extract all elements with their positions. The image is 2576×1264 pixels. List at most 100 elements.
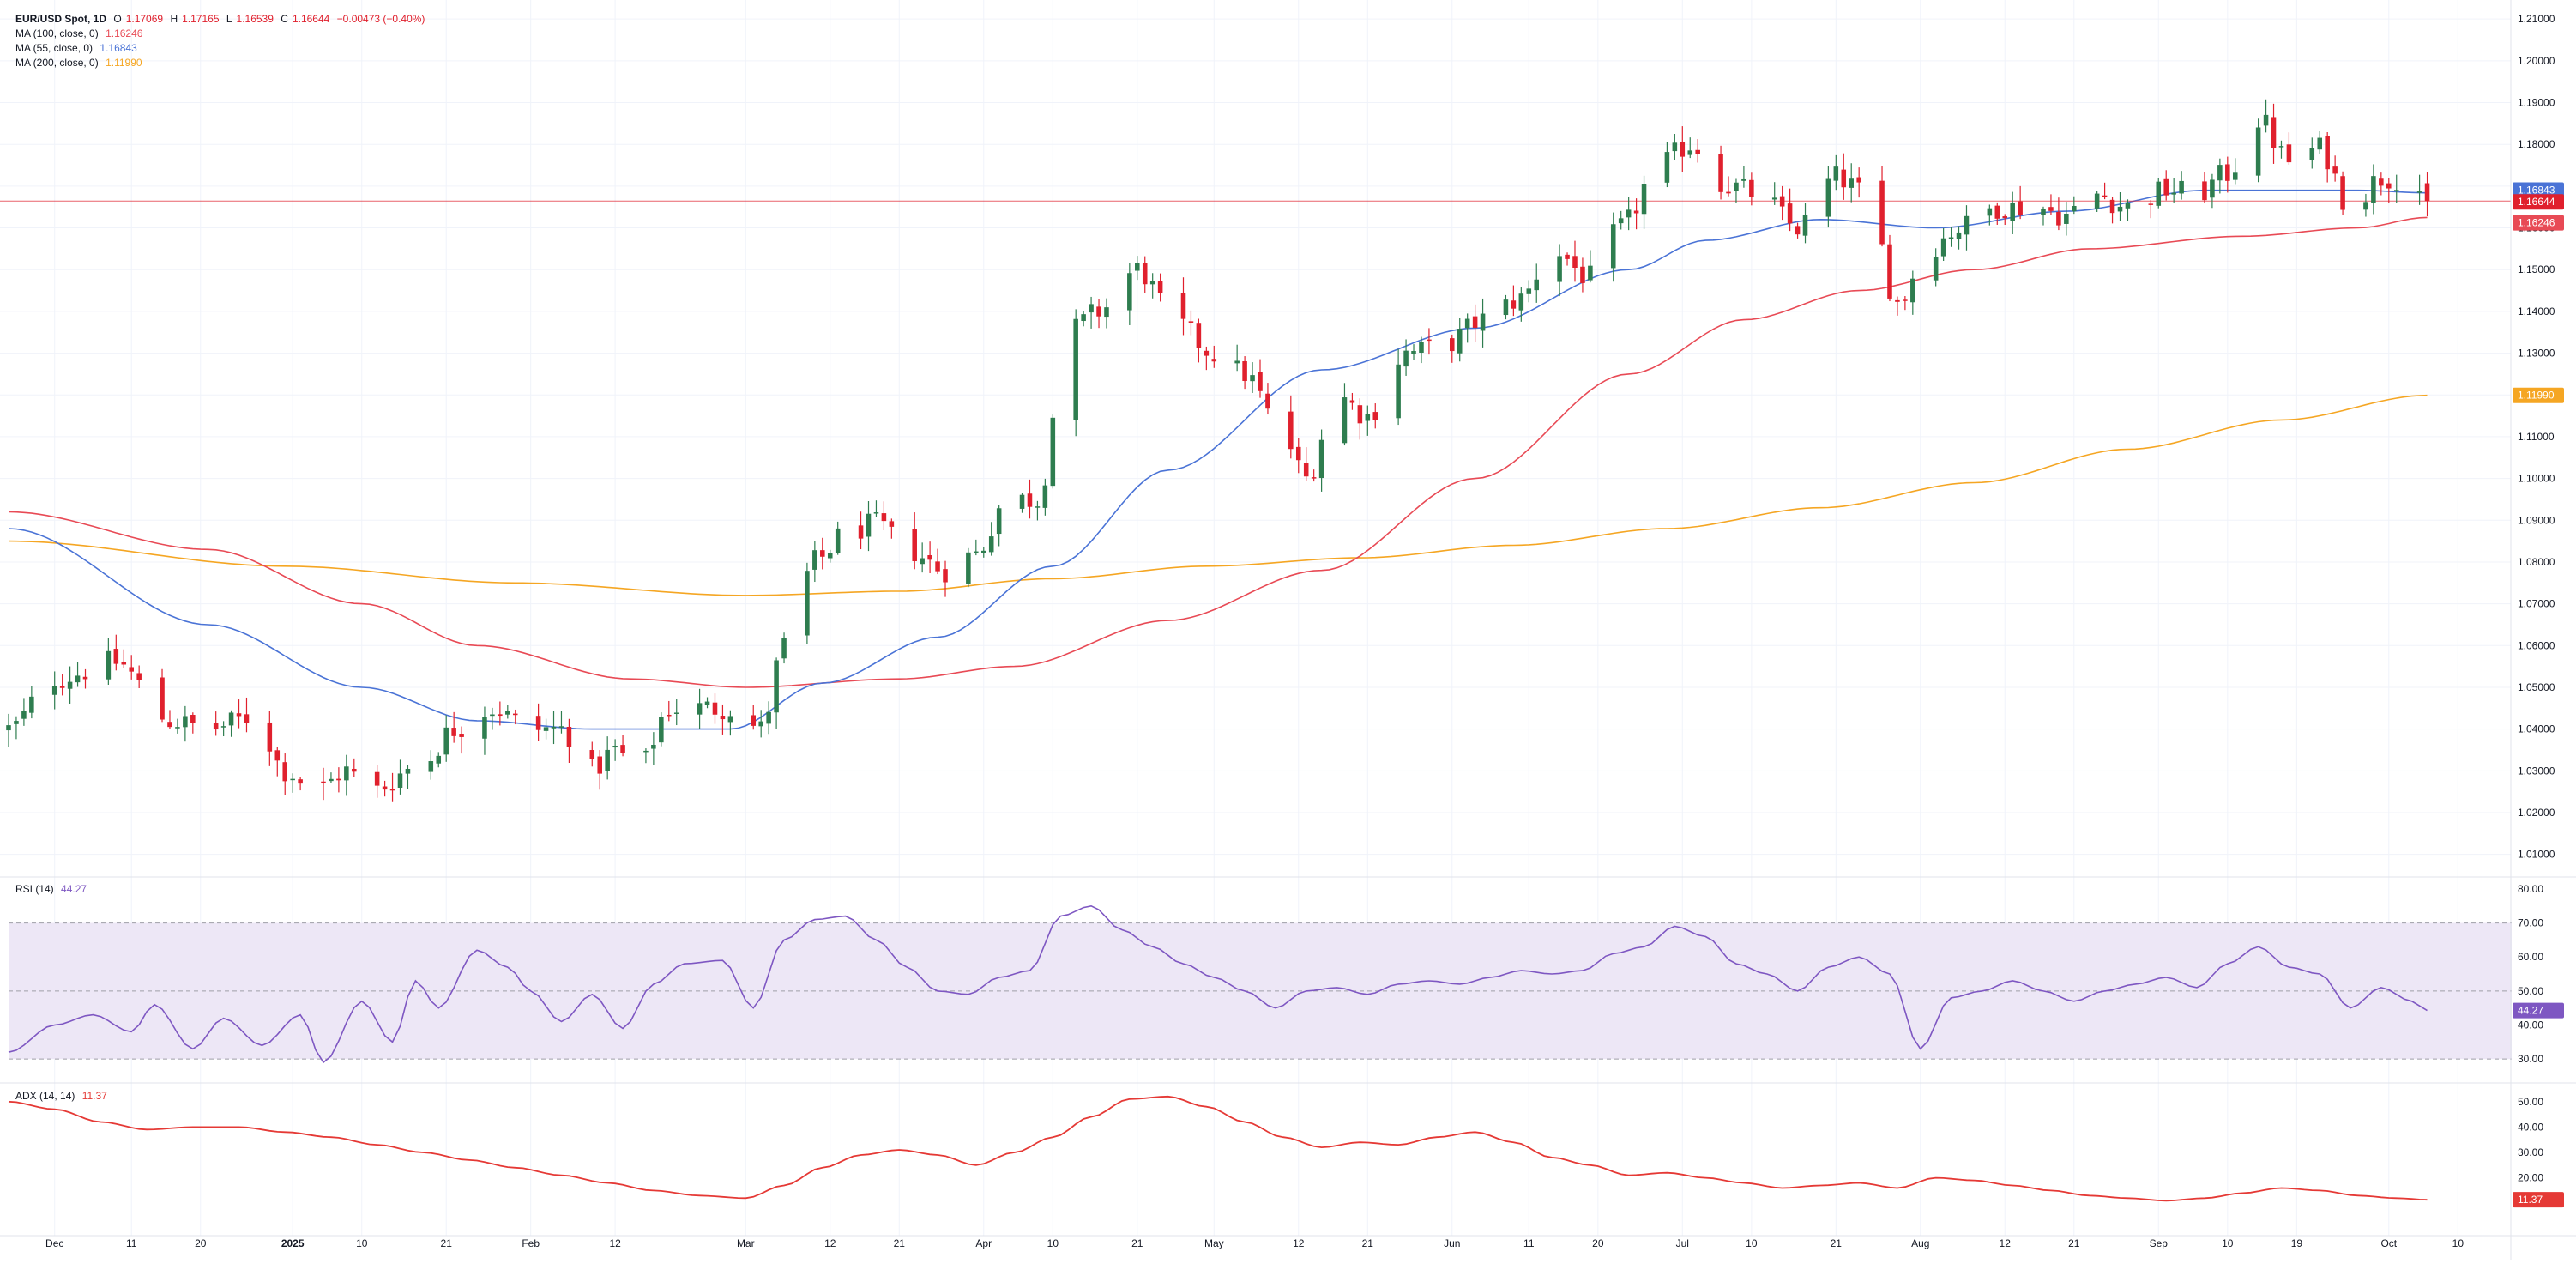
candle-body [1903,299,1908,301]
candle-body [282,762,288,782]
badge-rsi-text: 44.27 [2518,1005,2543,1017]
candle-body [1204,350,1210,356]
candle-body [1825,178,1831,217]
candle-body [1096,306,1101,317]
candle-body [2332,166,2338,174]
legend-ma100[interactable]: MA (100, close, 0) 1.16246 [15,27,147,40]
legend-ma200[interactable]: MA (200, close, 0) 1.11990 [15,56,147,70]
price-tick-label: 1.20000 [2518,55,2555,67]
candle-body [436,755,442,764]
candle-body [659,717,664,743]
candle-body [405,768,411,774]
candle-body [727,716,733,723]
candle-body [1149,281,1155,285]
candle-body [2156,181,2162,206]
candle-body [758,721,763,727]
candle-body [1019,494,1025,509]
candle-body [966,552,971,584]
candle-body [2393,190,2399,191]
time-tick-label: 20 [1592,1237,1604,1249]
price-tick-label: 1.18000 [2518,138,2555,150]
candle-body [2125,202,2131,209]
candle-body [1557,256,1562,282]
legend-ma55[interactable]: MA (55, close, 0) 1.16843 [15,41,142,55]
candle-body [943,569,948,583]
candle-body [2325,136,2330,170]
candle-body [2102,195,2108,197]
time-tick-label: 20 [195,1237,207,1249]
candle-body [1856,177,1861,183]
candle-body [996,508,1002,535]
candle-body [1588,265,1593,281]
legend-low: L 1.16539 [226,13,274,25]
price-tick-label: 1.03000 [2518,765,2555,777]
candle-body [1771,197,1777,200]
candle-body [1787,203,1793,224]
time-tick-label: 12 [1293,1237,1305,1249]
time-tick-label: Dec [45,1237,63,1249]
moving-averages [0,189,2511,730]
candle-body [2232,172,2238,180]
price-tick-label: 1.11000 [2518,431,2555,443]
candle-body [67,681,73,689]
candle-body [397,773,403,788]
candle-body [605,749,610,771]
candle-body [220,726,226,728]
time-tick-label: 21 [2068,1237,2080,1249]
candle-body [766,711,771,724]
candle-body [1342,397,1348,444]
candle-body [113,649,119,664]
candle-body [298,779,303,784]
legend-ma100-value: 1.16246 [106,27,143,39]
badge-ma100-bg [2513,215,2564,231]
legend-ma200-value: 1.11990 [106,57,142,69]
candle-body [2163,178,2169,196]
candle-body [459,734,464,737]
candle-body [751,715,757,726]
candle-body [1365,414,1371,421]
candle-body [2109,199,2115,214]
legend-rsi[interactable]: RSI (14) 44.27 [15,882,91,896]
time-tick-label: 21 [1362,1237,1374,1249]
candle-body [175,727,180,729]
candle-body [889,521,895,527]
candle-body [1127,273,1132,311]
candle-body [920,558,925,565]
candle-body [2056,211,2061,226]
price-tick-label: 1.13000 [2518,348,2555,360]
candle-body [1565,254,1570,259]
rsi-tick-label: 40.00 [2518,1019,2543,1031]
candle-body [2210,179,2215,198]
rsi-tick-label: 60.00 [2518,951,2543,963]
rsi-tick-label: 80.00 [2518,883,2543,895]
candle-body [1357,405,1363,424]
legend-ma55-value: 1.16843 [100,42,137,54]
candle-body [329,778,334,782]
price-tick-label: 1.08000 [2518,556,2555,568]
candle-body [1726,191,1731,194]
time-tick-label: 10 [2222,1237,2234,1249]
candle-body [2072,205,2077,212]
candle-body [589,750,595,759]
candle-body [812,550,817,570]
candle-body [1849,178,1854,188]
candle-body [1802,215,1808,236]
candle-body [490,714,495,717]
candle-body [290,778,295,781]
candle-body [274,750,281,761]
price-tick-label: 1.04000 [2518,723,2555,735]
candle-body [1887,244,1892,299]
candle-body [267,722,273,752]
candle-body [183,716,188,728]
candle-body [2002,216,2008,219]
legend-adx[interactable]: ADX (14, 14) 11.37 [15,1089,112,1103]
candle-body [1250,375,1255,382]
candle-body [1042,485,1048,508]
candle-body [443,727,449,755]
candle-body [1580,266,1585,283]
time-tick-label: Sep [2150,1237,2169,1249]
badge-ma55-text: 1.16843 [2518,184,2555,197]
candle-body [2217,165,2223,181]
